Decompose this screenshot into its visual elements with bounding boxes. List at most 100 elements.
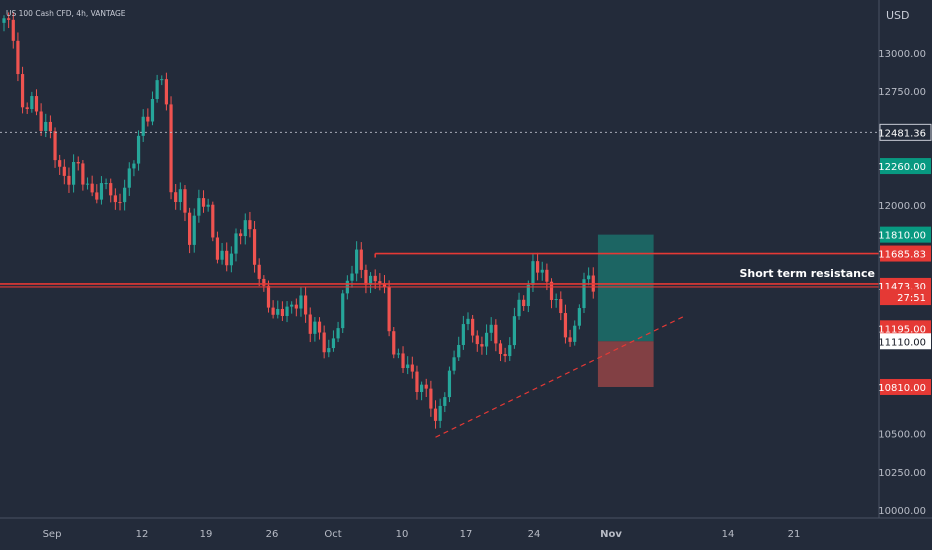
price-tags: 12481.36 12260.00 11810.00 11685.83 11473.30… (878, 123, 932, 395)
candle (136, 130, 141, 171)
candle (484, 324, 489, 355)
candle-body (359, 249, 363, 270)
candle (164, 72, 168, 111)
candle-body (99, 183, 104, 200)
candle-body (355, 249, 359, 274)
candle-body (150, 98, 155, 122)
candle-body (545, 269, 549, 282)
candle-body (582, 279, 586, 309)
candle-body (392, 331, 396, 355)
candle-body (62, 166, 66, 176)
overlays-layer: Short term resistance (0, 131, 879, 438)
candle (76, 156, 80, 171)
candle-body (378, 281, 382, 284)
candle (531, 254, 535, 292)
candle-body (109, 183, 113, 196)
candle-body (178, 189, 182, 203)
candle (392, 327, 396, 359)
candle-body (39, 111, 43, 131)
candle-body (410, 364, 414, 372)
candle-body (443, 397, 447, 406)
candle (257, 258, 261, 286)
candle (568, 329, 572, 347)
candle (30, 91, 34, 113)
target-zone (597, 234, 654, 342)
candle-body (549, 281, 554, 300)
candle (489, 317, 493, 342)
candle-body (304, 295, 308, 315)
candle-body (141, 116, 145, 136)
candle (336, 321, 340, 343)
candle (313, 317, 317, 342)
price-axis-tick-label: 13000.00 (878, 49, 926, 60)
candle-body (174, 192, 178, 203)
candle (563, 304, 568, 344)
candle-body (577, 308, 581, 326)
candle (48, 115, 52, 139)
candle (150, 91, 155, 126)
candle-body (90, 183, 94, 193)
candle-body (526, 284, 530, 307)
candle (322, 325, 326, 359)
candle (72, 154, 76, 193)
candle (280, 301, 284, 321)
price-tag-box (880, 320, 931, 337)
candle-body (271, 307, 275, 315)
candle (160, 75, 164, 86)
candle-body (452, 357, 456, 371)
price-tag-label: 12481.36 (878, 128, 926, 139)
candle-body (164, 79, 168, 105)
candle (577, 304, 581, 330)
price-tag-box (880, 289, 931, 306)
price-axis-tick-label: 10500.00 (878, 430, 926, 441)
price-tag-box (880, 378, 931, 395)
candle-body (531, 261, 535, 285)
price-tag: 11685.83 (878, 245, 931, 262)
candle (220, 242, 224, 265)
time-axis[interactable]: Sep 12 19 26 Oct 10 17 24 Nov 14 21 (0, 517, 932, 550)
candle (155, 74, 159, 103)
candle-body (313, 321, 317, 334)
candle-body (76, 162, 80, 164)
candle (81, 160, 85, 191)
candle-body (341, 293, 345, 329)
resistance-annotation: Short term resistance (739, 267, 875, 280)
candle-body (438, 405, 442, 421)
candle (443, 392, 447, 413)
candle (39, 103, 43, 136)
price-tag: 10810.00 (878, 378, 931, 395)
candle (20, 66, 25, 114)
time-axis-tick-label: 10 (396, 529, 409, 540)
candle (526, 280, 530, 313)
candle-body (25, 107, 29, 110)
candle-body (382, 283, 387, 288)
candle (396, 348, 400, 359)
candle (7, 12, 11, 29)
candle (438, 398, 442, 428)
candle (471, 314, 475, 343)
candle-body (211, 204, 215, 238)
price-tag-box (880, 158, 931, 175)
candle (457, 336, 461, 361)
candle (271, 300, 275, 319)
time-axis-tick-label: 12 (136, 529, 149, 540)
candle (44, 113, 48, 138)
price-axis[interactable]: USD 13000.00 12750.00 12000.00 10500.00 1025… (878, 0, 932, 518)
candle-body (317, 321, 322, 333)
candle-body (252, 229, 257, 265)
candle-body (58, 160, 62, 167)
candle-body (215, 237, 220, 260)
candle (183, 185, 187, 222)
price-axis-ticks: 13000.00 12750.00 12000.00 10500.00 10250.00… (878, 49, 926, 517)
candle (11, 11, 15, 49)
candle-body (48, 121, 52, 132)
candle-body (183, 189, 187, 213)
candle (294, 298, 298, 317)
candle-body (336, 328, 340, 339)
candle (285, 301, 289, 323)
candle (146, 108, 150, 127)
candle-body (466, 318, 470, 325)
